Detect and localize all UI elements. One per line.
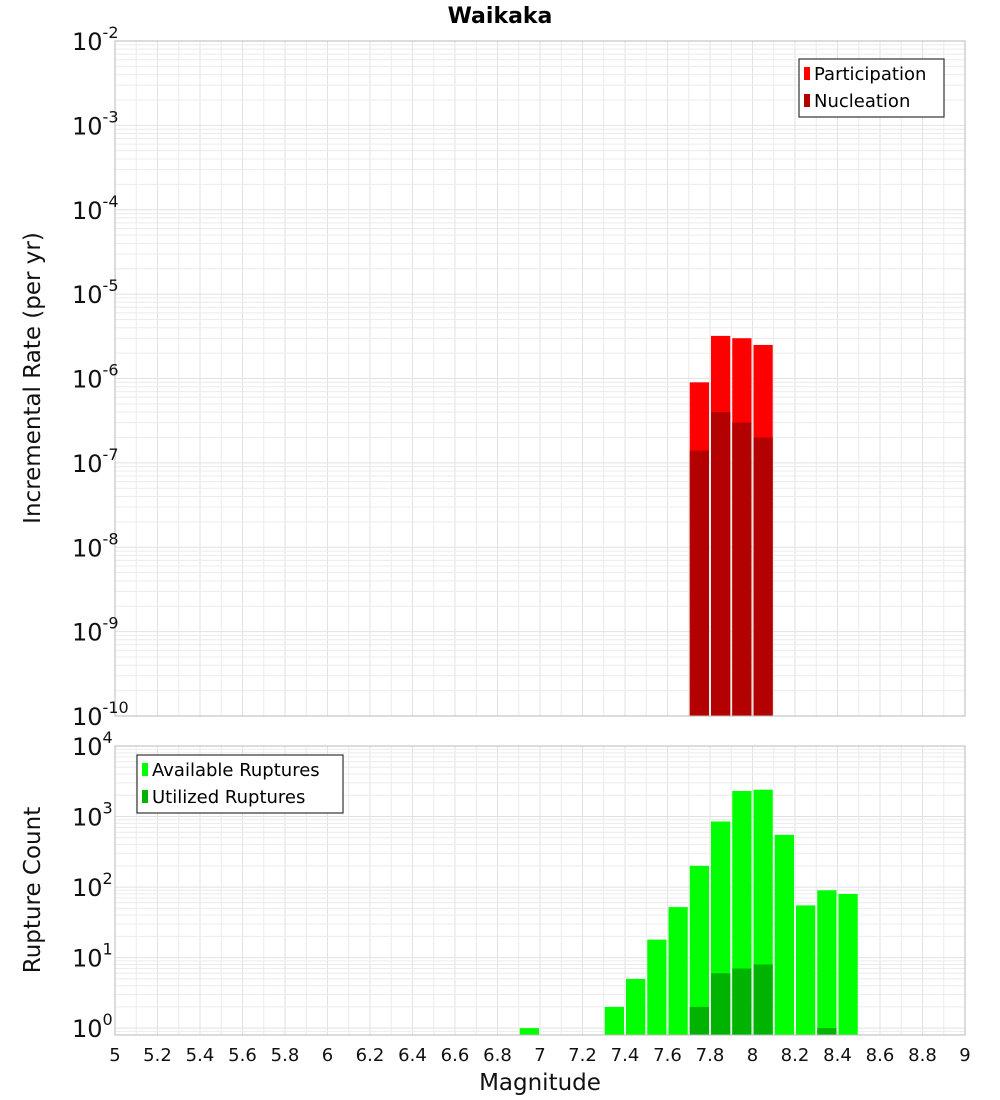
series-utilized-ruptures	[689, 964, 837, 1035]
y-tick-label: 102	[72, 869, 113, 902]
y-tick-label: 10-6	[72, 361, 119, 394]
plot-frame	[114, 40, 966, 717]
x-tick-label: 9	[959, 1045, 970, 1066]
x-tick-label: 5.6	[228, 1045, 257, 1066]
bar-available-ruptures	[689, 865, 709, 1035]
rupture-count-panel: 104 103 102 101 100 Rupture Count Available Ru…	[20, 728, 966, 1043]
x-tick-label: 6.8	[483, 1045, 512, 1066]
plot-frame	[114, 745, 966, 1036]
legend-swatch-nucleation	[804, 94, 810, 107]
bar-available-ruptures	[668, 907, 688, 1035]
y-axis-title: Incremental Rate (per yr)	[20, 232, 46, 524]
y-tick-label: 10-3	[72, 107, 119, 140]
legend-swatch-available-ruptures	[142, 763, 148, 776]
y-tick-label: 10-4	[72, 192, 119, 225]
legend-label-participation: Participation	[814, 64, 926, 85]
x-tick-label: 7.6	[653, 1045, 682, 1066]
y-tick-label: 10-10	[72, 698, 129, 731]
y-tick-label: 103	[72, 799, 113, 832]
x-tick-label: 8.4	[823, 1045, 852, 1066]
bar-available-ruptures	[796, 905, 816, 1035]
bar-nucleation	[711, 412, 731, 716]
y-tick-label: 10-7	[72, 445, 119, 478]
y-tick-label: 10-2	[72, 23, 119, 56]
y-tick-label: 10-9	[72, 614, 119, 647]
legend-label-nucleation: Nucleation	[814, 91, 910, 112]
bar-available-ruptures	[626, 978, 646, 1035]
x-tick-label: 5.2	[143, 1045, 172, 1066]
y-tick-label: 101	[72, 940, 113, 973]
legend: Available Ruptures Utilized Ruptures	[136, 754, 344, 814]
x-tick-label: 8	[747, 1045, 758, 1066]
legend-swatch-participation	[804, 67, 810, 80]
y-tick-label: 10-5	[72, 276, 119, 309]
x-tick-label: 6	[322, 1045, 333, 1066]
x-tick-label: 5.4	[186, 1045, 215, 1066]
bar-nucleation	[732, 422, 752, 716]
bar-utilized-ruptures	[689, 1006, 709, 1035]
bar-available-ruptures	[774, 834, 794, 1035]
x-tick-label: 7.4	[611, 1045, 640, 1066]
series-nucleation	[689, 412, 773, 716]
bar-utilized-ruptures	[711, 973, 731, 1035]
legend-label-available-ruptures: Available Ruptures	[152, 760, 320, 781]
bar-nucleation	[689, 450, 709, 716]
x-tick-label: 7.8	[696, 1045, 725, 1066]
x-tick-label: 8.2	[781, 1045, 810, 1066]
legend-swatch-utilized-ruptures	[142, 790, 148, 803]
y-axis-title: Rupture Count	[20, 807, 46, 973]
y-tick-labels: 10-2 10-3 10-4 10-5 10-6 10-7 10-8 10-9 10-10	[72, 23, 129, 731]
x-tick-label: 6.6	[441, 1045, 470, 1066]
y-tick-label: 10-8	[72, 529, 119, 562]
x-tick-label: 8.6	[866, 1045, 895, 1066]
chart-title: Waikaka	[448, 4, 553, 29]
bar-available-ruptures	[817, 890, 837, 1035]
bar-available-ruptures	[647, 939, 667, 1035]
x-tick-label: 6.2	[356, 1045, 385, 1066]
legend-box	[798, 58, 945, 118]
rate-panel: 10-2 10-3 10-4 10-5 10-6 10-7 10-8 10-9 10-10 Inc…	[20, 23, 966, 731]
bar-utilized-ruptures	[817, 1028, 837, 1035]
y-tick-labels: 104 103 102 101 100	[72, 728, 113, 1043]
legend: Participation Nucleation	[798, 58, 945, 118]
x-tick-label: 5	[109, 1045, 120, 1066]
x-tick-label: 8.8	[908, 1045, 937, 1066]
x-tick-label: 7.2	[568, 1045, 597, 1066]
y-tick-label: 100	[72, 1010, 113, 1043]
bar-available-ruptures	[604, 1006, 624, 1035]
bar-utilized-ruptures	[732, 968, 752, 1035]
bar-available-ruptures	[838, 893, 858, 1035]
x-tick-labels: 5 5.2 5.4 5.6 5.8 6 6.2 6.4 6.6 6.8 7 7.2 7.4 7.6 7.8 8…	[109, 1045, 970, 1066]
y-tick-label: 104	[72, 728, 113, 761]
x-tick-label: 6.4	[398, 1045, 427, 1066]
bar-available-ruptures	[519, 1028, 539, 1035]
x-axis-title: Magnitude	[479, 1070, 601, 1096]
bar-utilized-ruptures	[753, 964, 773, 1035]
x-tick-label: 5.8	[271, 1045, 300, 1066]
legend-label-utilized-ruptures: Utilized Ruptures	[152, 787, 305, 808]
x-tick-label: 7	[534, 1045, 545, 1066]
bar-nucleation	[753, 437, 773, 716]
legend-box	[136, 754, 344, 814]
